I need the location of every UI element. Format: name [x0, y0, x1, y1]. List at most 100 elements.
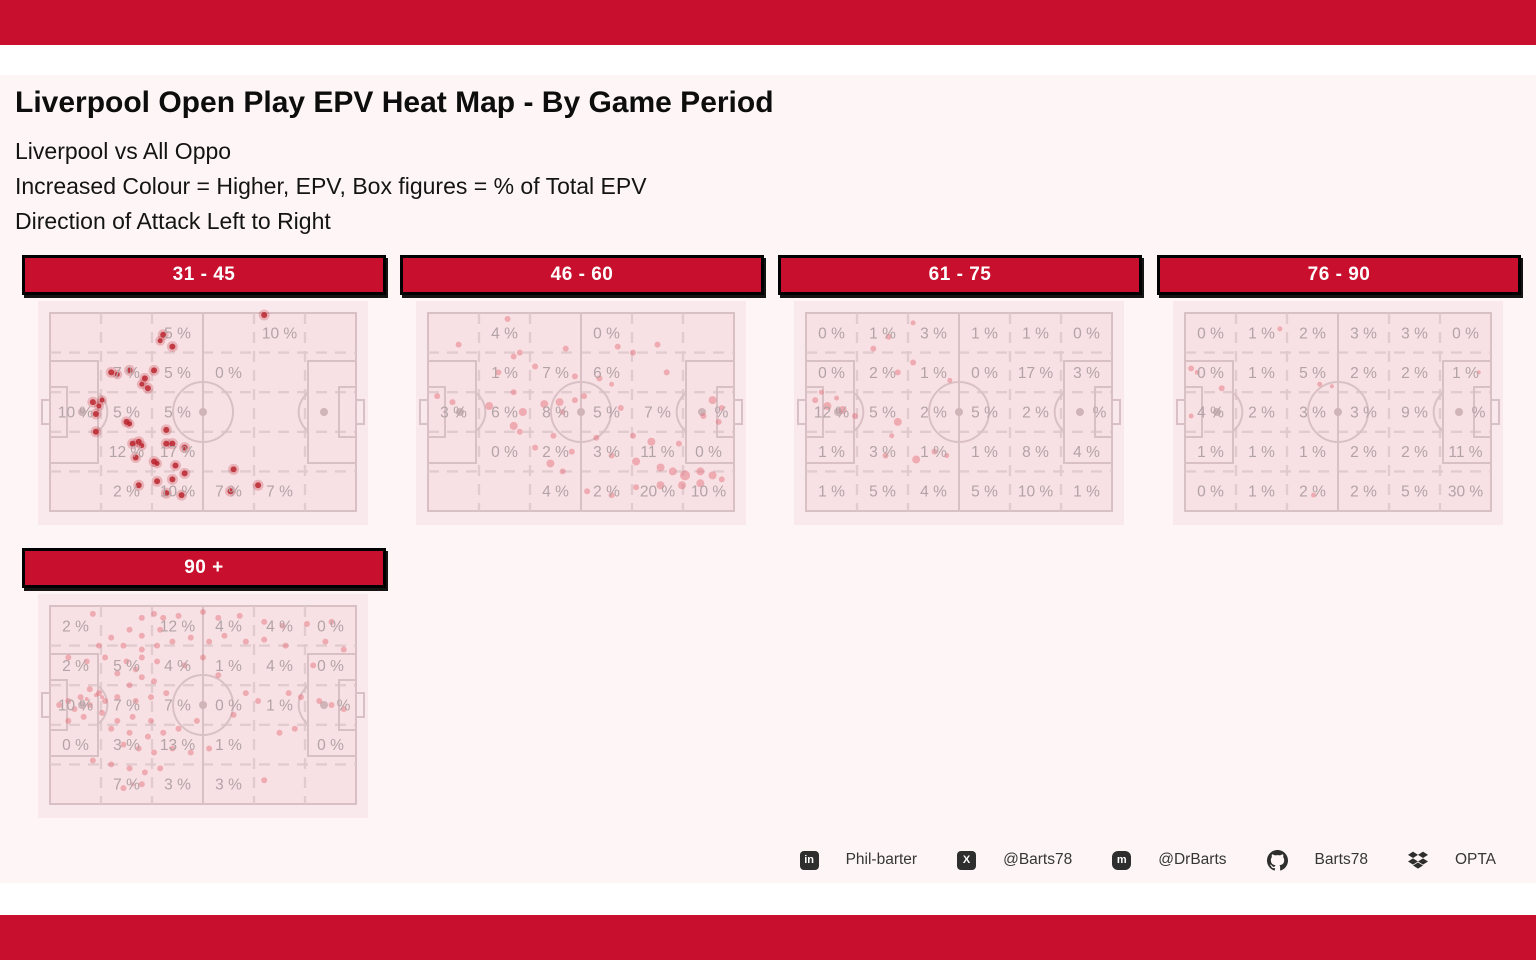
zone-percentage-label: 3 %	[113, 737, 140, 754]
zone-percentage-label: 1 %	[1248, 365, 1275, 382]
epv-event-dot	[138, 614, 145, 621]
epv-event-dot	[700, 412, 707, 419]
epv-event-dot	[89, 610, 96, 617]
zone-percentage-label: 2 %	[1299, 484, 1326, 501]
epv-event-dot	[340, 646, 347, 653]
epv-event-dot	[297, 694, 304, 701]
zone-percentage-label: 1 %	[1022, 325, 1049, 342]
zone-percentage-label: 10 %	[262, 325, 298, 342]
epv-event-dot	[114, 670, 121, 677]
epv-event-dot	[1194, 369, 1200, 375]
pitch-block-76-90: 76 - 90 0 % 1 % 2 % 3 % 3 % 0 % 0 % 1 % 5 % 2 % 2 …	[1157, 255, 1521, 525]
epv-event-dot	[108, 761, 115, 768]
zone-percentage-label: 2 %	[869, 365, 896, 382]
zone-percentage-label: 0 %	[1197, 484, 1224, 501]
epv-event-dot	[632, 457, 641, 466]
epv-event-dot	[138, 632, 145, 639]
epv-event-dot	[108, 369, 115, 376]
mastodon-icon: m	[1112, 850, 1132, 870]
epv-event-dot	[242, 690, 249, 697]
epv-event-dot	[132, 666, 139, 673]
zone-percentage-label: 1 %	[920, 365, 947, 382]
epv-event-dot	[108, 634, 115, 641]
zone-percentage-label: 3 %	[215, 777, 242, 794]
epv-event-dot	[86, 686, 93, 693]
epv-event-dot	[236, 612, 243, 619]
page-title: Liverpool Open Play EPV Heat Map - By Ga…	[15, 86, 774, 119]
epv-event-dot	[114, 371, 120, 377]
subtitle-direction: Direction of Attack Left to Right	[15, 208, 331, 234]
footer-mastodon: m @DrBarts	[1112, 850, 1227, 870]
epv-event-dot	[696, 467, 705, 476]
epv-event-dot	[114, 717, 121, 724]
epv-event-dot	[696, 479, 705, 488]
epv-event-dot	[328, 702, 335, 708]
zone-percentage-label: 0 %	[215, 698, 242, 715]
epv-event-dot	[181, 470, 188, 477]
zone-percentage-label: 9 %	[1401, 405, 1428, 422]
epv-event-dot	[1329, 384, 1334, 389]
footer-linkedin: in Phil-barter	[799, 850, 917, 870]
zone-percentage-label: 5 %	[1401, 484, 1428, 501]
zone-percentage-label: 7 %	[113, 698, 140, 715]
epv-event-dot	[230, 711, 237, 718]
epv-event-dot	[95, 690, 102, 697]
epv-event-dot	[130, 782, 135, 787]
epv-event-dot	[434, 393, 441, 400]
zone-percentage-label: 30 %	[1448, 484, 1484, 501]
epv-event-dot	[215, 614, 222, 621]
zone-percentage-label: 2 %	[1022, 405, 1049, 422]
epv-event-dot	[668, 467, 677, 476]
epv-event-dot	[99, 709, 106, 716]
zone-percentage-label: 4 %	[542, 484, 569, 501]
epv-event-dot	[80, 713, 87, 720]
zone-percentage-label: 0 %	[317, 618, 344, 635]
epv-event-dot	[127, 421, 133, 427]
zone-percentage-label: %	[1472, 405, 1486, 422]
epv-event-dot	[555, 398, 564, 407]
zone-percentage-label: 10 %	[160, 484, 196, 501]
mastodon-handle: @DrBarts	[1158, 851, 1227, 868]
epv-event-dot	[169, 343, 176, 350]
epv-event-dot	[120, 642, 127, 649]
zone-percentage-label: 7 %	[542, 365, 569, 382]
zone-percentage-label: 20 %	[640, 484, 676, 501]
zone-percentage-label: 3 %	[1350, 405, 1377, 422]
zone-percentage-label: 2 %	[62, 618, 89, 635]
epv-event-dot	[175, 612, 182, 619]
zone-percentage-label: 2 %	[1401, 444, 1428, 461]
zone-percentage-label: 1 %	[215, 658, 242, 675]
zone-percentage-label: 2 %	[593, 484, 620, 501]
zone-percentage-label: 3 %	[869, 444, 896, 461]
epv-event-dot	[1218, 385, 1225, 392]
epv-event-dot	[123, 658, 130, 665]
pitch-svg: 4 % 0 % 1 % 7 % 6 % 3 % 6 % 8 % 5 % 7 % % 0 % 2 % 3 %…	[416, 301, 746, 525]
epv-event-dot	[193, 717, 200, 724]
zone-percentage-label: 1 %	[1248, 484, 1275, 501]
epv-event-dot	[870, 345, 877, 352]
epv-event-dot	[532, 444, 539, 451]
epv-event-dot	[291, 725, 298, 732]
zone-percentage-label: 4 %	[164, 658, 191, 675]
epv-event-dot	[516, 349, 523, 356]
pitch-svg: 5 % 10 % 7 % 5 % 0 % 10 % 5 % 5 % 12 % 17 % 2 % 10 …	[38, 301, 368, 525]
epv-event-dot	[510, 389, 517, 396]
epv-event-dot	[715, 418, 722, 425]
zone-percentage-label: 5 %	[164, 325, 191, 342]
epv-event-dot	[77, 694, 84, 701]
pitch-svg: 2 % 12 % 4 % 4 % 0 % 2 % 5 % 4 % 1 % 4 % 0 % 10 % 7 …	[38, 594, 368, 818]
epv-event-dot	[677, 481, 686, 490]
zone-percentage-label: 5 %	[869, 405, 896, 422]
epv-event-dot	[83, 658, 90, 665]
epv-event-dot	[663, 369, 670, 376]
period-label: 46 - 60	[550, 264, 614, 285]
epv-event-dot	[931, 448, 938, 455]
period-bar-76-90: 76 - 90	[1157, 255, 1521, 295]
epv-event-dot	[910, 320, 916, 326]
pitch-block-61-75: 61 - 75 0 % 1 % 3 % 1 % 1 % 0 % 0 % 2 % 1 % 0 % 17…	[778, 255, 1142, 525]
epv-event-dot	[206, 638, 213, 645]
epv-event-dot	[160, 729, 167, 736]
epv-event-dot	[304, 620, 311, 627]
epv-event-dot	[126, 729, 133, 736]
epv-event-dot	[894, 369, 901, 376]
